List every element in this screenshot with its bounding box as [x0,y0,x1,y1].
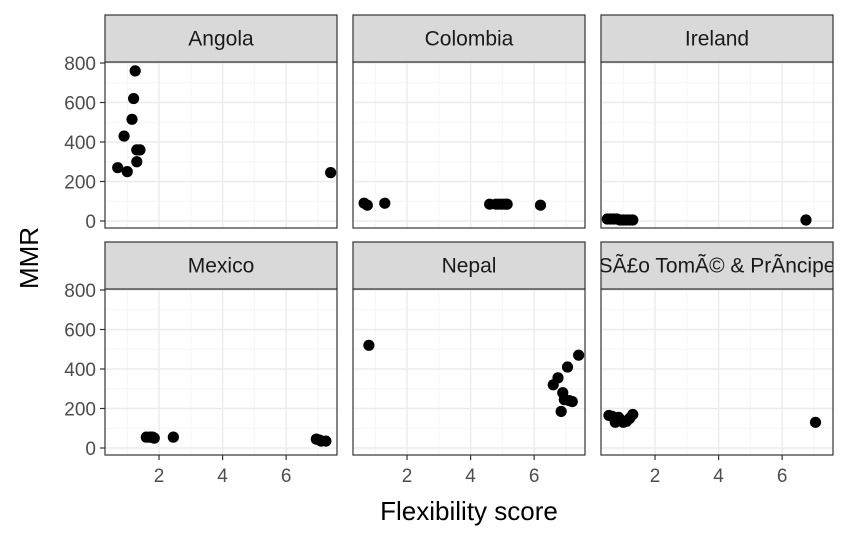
facet-3: Ireland [600,14,834,229]
x-tick-label: 6 [529,466,540,487]
facet-strip: Mexico [104,241,338,290]
points [112,65,337,179]
facet-2: Colombia [352,14,586,229]
facet-strip: Nepal [352,241,586,290]
data-point [131,156,143,168]
data-point [126,113,138,125]
data-point [552,372,564,384]
panel-background [353,289,585,455]
facet-5: Nepal 2 4 6 [352,241,586,487]
x-axis-title: Flexibility score [380,496,558,526]
panel-background [105,62,337,228]
data-point [379,197,391,209]
data-point [627,408,639,421]
data-point [800,214,812,226]
gridlines [353,62,585,228]
facet-strip: Angola [104,14,338,63]
y-tick-label: 0 [85,439,96,460]
x-tick-label: 4 [465,466,476,487]
y-tick-label: 800 [64,281,96,302]
data-point [809,416,822,428]
x-tick-label: 2 [402,466,413,487]
panel-background [353,62,585,228]
points [601,213,812,226]
data-point [363,339,375,351]
points [603,408,822,428]
data-point [121,166,133,178]
panel-background [601,289,833,455]
data-point [167,431,179,443]
y-tick-label: 200 [64,400,96,421]
facet-label: Nepal [442,255,497,278]
y-tick-label: 0 [85,212,96,233]
data-point [134,144,146,156]
data-point [555,405,567,418]
gridlines [601,289,833,455]
gridlines [105,289,337,455]
x-tick-label: 6 [777,466,788,487]
facet-label: SÃ£o TomÃ© & PrÃ­ncipe [599,254,836,278]
data-point [148,432,160,444]
facet-label: Angola [188,28,254,51]
panel-background [601,62,833,228]
points [358,197,547,211]
facet-6: SÃ£o TomÃ© & PrÃ­ncipe 2 4 6 [599,241,836,487]
strip-background [104,14,338,63]
y-tick-label: 400 [64,133,96,154]
data-point [627,214,639,226]
y-tick-label: 600 [64,94,96,115]
facet-strip: Ireland [600,14,834,63]
facet-strip: Colombia [352,14,586,63]
data-point [361,199,373,211]
data-point [534,199,547,211]
y-tick-label: 800 [64,54,96,75]
strip-background [352,14,586,63]
y-tick-label: 400 [64,360,96,381]
data-point [561,361,574,373]
data-point [129,65,141,77]
x-tick-label: 2 [650,466,661,487]
strip-background [104,241,338,290]
strip-background [600,241,834,290]
data-point [501,198,513,210]
facet-label: Mexico [188,255,255,278]
points [140,431,332,447]
data-point [112,162,124,174]
panel-background [105,289,337,455]
x-tick-label: 2 [154,466,165,487]
y-tick-label: 200 [64,173,96,194]
data-point [573,349,585,361]
facet-label: Ireland [685,28,749,51]
data-point [325,167,337,179]
x-tick-label: 4 [217,466,228,487]
data-point [566,395,578,408]
points [363,339,585,418]
data-point [118,130,130,142]
facet-4: Mexico 0 200 400 600 800 2 4 6 [64,241,338,487]
y-axis-title: MMR [14,227,44,289]
x-tick-label: 6 [281,466,292,487]
facet-strip: SÃ£o TomÃ© & PrÃ­ncipe [599,241,836,290]
data-point [128,92,140,105]
x-tick-label: 4 [713,466,724,487]
strip-background [352,241,586,290]
gridlines [601,62,833,228]
strip-background [600,14,834,63]
gridlines [353,289,585,455]
facet-label: Colombia [425,28,514,51]
facet-1: Angola 0 200 400 600 800 [64,14,338,233]
data-point [320,435,332,447]
gridlines [105,62,337,228]
y-tick-label: 600 [64,321,96,342]
